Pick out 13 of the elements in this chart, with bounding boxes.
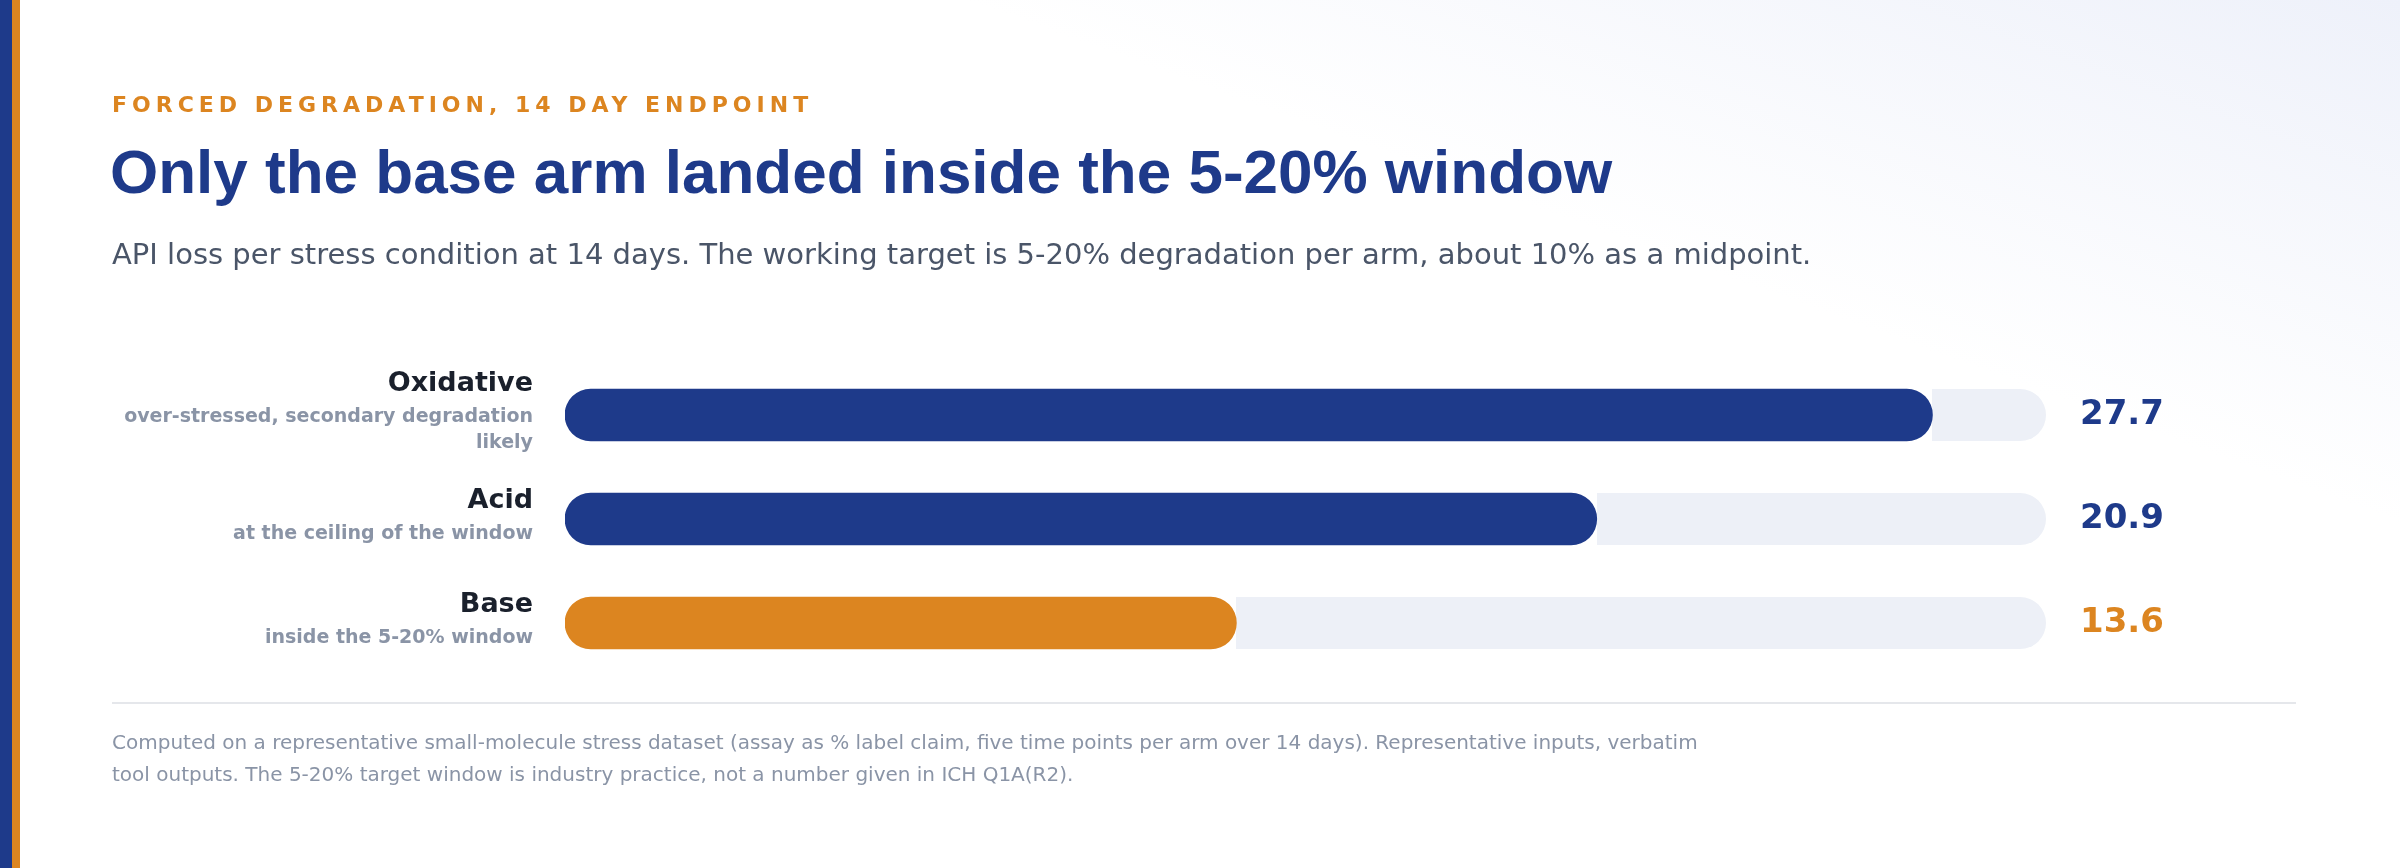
y-tick-label: Base	[459, 586, 533, 618]
text: inside the 5-20% window	[264, 625, 533, 648]
data-label: 20.9	[2080, 495, 2164, 536]
y-tick-label: Acid	[467, 482, 533, 514]
text: over-stressed, secondary degradation likely	[124, 404, 534, 453]
text: FORCED DEGRADATION, 14 DAY ENDPOINT	[112, 92, 814, 117]
chart-title: Only the base arm landed inside the 5-20% window	[110, 136, 1613, 207]
text: Computed on a representative small-molecule stress dataset (assay as % label claim, five time points per arm over 14 days). Representative inputs, verbatim tool outputs. The 5-20% target window is industry practice, not a number given in ICH Q1A(R2).	[112, 729, 1699, 788]
text: at the ceiling of the window	[233, 521, 533, 544]
data-label: 13.6	[2080, 599, 2164, 640]
y-tick-label: Oxidative	[387, 365, 533, 397]
data-label: 27.7	[2080, 391, 2164, 432]
chart-subtitle: API loss per stress condition at 14 days. The working target is 5-20% degradation per arm, about 10% as a midpoint.	[112, 236, 1813, 273]
